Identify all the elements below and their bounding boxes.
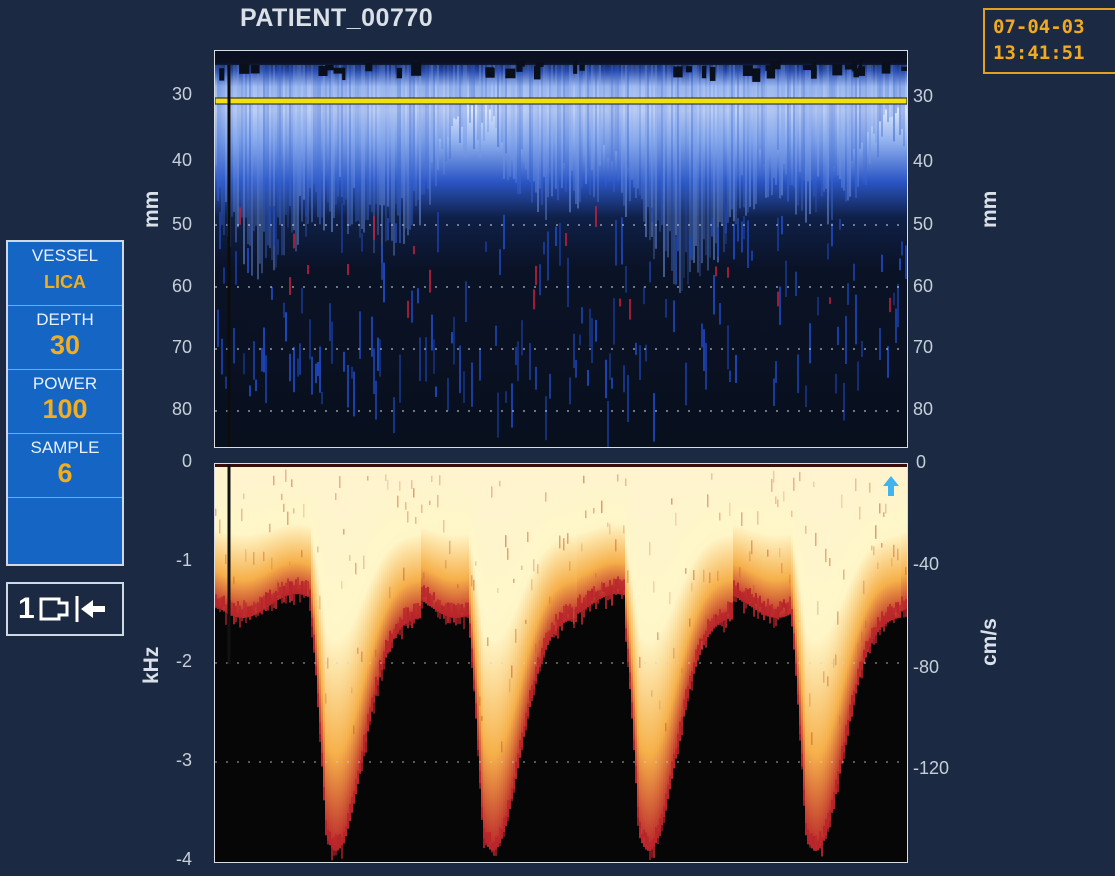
probe-connector-icon: [39, 596, 105, 622]
mmode-tick-left-40: 40: [171, 150, 192, 170]
mmode-display: [215, 59, 907, 447]
patient-id: PATIENT_00770: [240, 4, 434, 32]
mmode-panel[interactable]: [214, 50, 908, 448]
spectro-tick-right-neg120: -120: [913, 758, 950, 778]
mmode-tick-right-80: 80: [913, 399, 934, 419]
spectro-tick-right-0: 0: [916, 452, 927, 472]
mmode-tick-right-40: 40: [913, 151, 934, 171]
mmode-axis-label-right: mm: [978, 190, 1001, 228]
spectro-tick-left-neg2: -2: [175, 651, 192, 671]
mmode-tick-left-70: 70: [171, 337, 192, 357]
mmode-tick-right-50: 50: [913, 214, 934, 234]
datetime-box: 07-04-03 13:41:51: [983, 8, 1115, 74]
depth-value: 30: [49, 330, 81, 360]
parameter-sidebar: VESSEL LICA DEPTH 30 POWER 100 SAMPLE 6: [6, 240, 124, 566]
depth-label: DEPTH: [36, 310, 94, 329]
spectro-tick-left-0: 0: [181, 451, 192, 471]
mmode-tick-right-30: 30: [913, 86, 934, 106]
spectro-tick-right-neg40: -40: [913, 554, 940, 574]
spectro-axis-label-left: kHz: [140, 646, 163, 684]
mmode-tick-right-60: 60: [913, 276, 934, 296]
power-label: POWER: [32, 374, 98, 393]
mmode-tick-right-70: 70: [913, 337, 934, 357]
empty-cell: [8, 498, 122, 564]
probe-number: 1: [18, 592, 35, 625]
spectro-tick-left-neg1: -1: [175, 550, 192, 570]
vessel-label: VESSEL: [31, 246, 99, 265]
spectro-tick-right-neg80: -80: [913, 657, 940, 677]
power-cell[interactable]: POWER 100: [8, 370, 122, 434]
spectro-tick-left-neg4: -4: [175, 849, 192, 869]
depth-cell[interactable]: DEPTH 30: [8, 306, 122, 370]
up-arrow-icon: [883, 476, 899, 496]
mmode-tick-left-80: 80: [171, 399, 192, 419]
mmode-axis-label-left: mm: [140, 190, 163, 228]
spectro-axis-label-right: cm/s: [978, 618, 1001, 666]
date-text: 07-04-03: [993, 16, 1085, 38]
mmode-tick-left-30: 30: [171, 84, 192, 104]
power-value: 100: [42, 394, 88, 424]
spectrogram-display: [215, 464, 907, 861]
mmode-tick-left-50: 50: [171, 214, 192, 234]
sample-label: SAMPLE: [30, 438, 100, 457]
sample-value: 6: [57, 458, 73, 488]
vessel-value: LICA: [44, 272, 86, 292]
vessel-cell[interactable]: VESSEL LICA: [8, 242, 122, 306]
spectrogram-panel[interactable]: [214, 463, 908, 863]
time-text: 13:41:51: [993, 42, 1085, 64]
sample-cell[interactable]: SAMPLE 6: [8, 434, 122, 498]
mmode-tick-left-60: 60: [171, 276, 192, 296]
probe-indicator[interactable]: 1: [6, 582, 124, 636]
spectro-tick-left-neg3: -3: [175, 750, 192, 770]
